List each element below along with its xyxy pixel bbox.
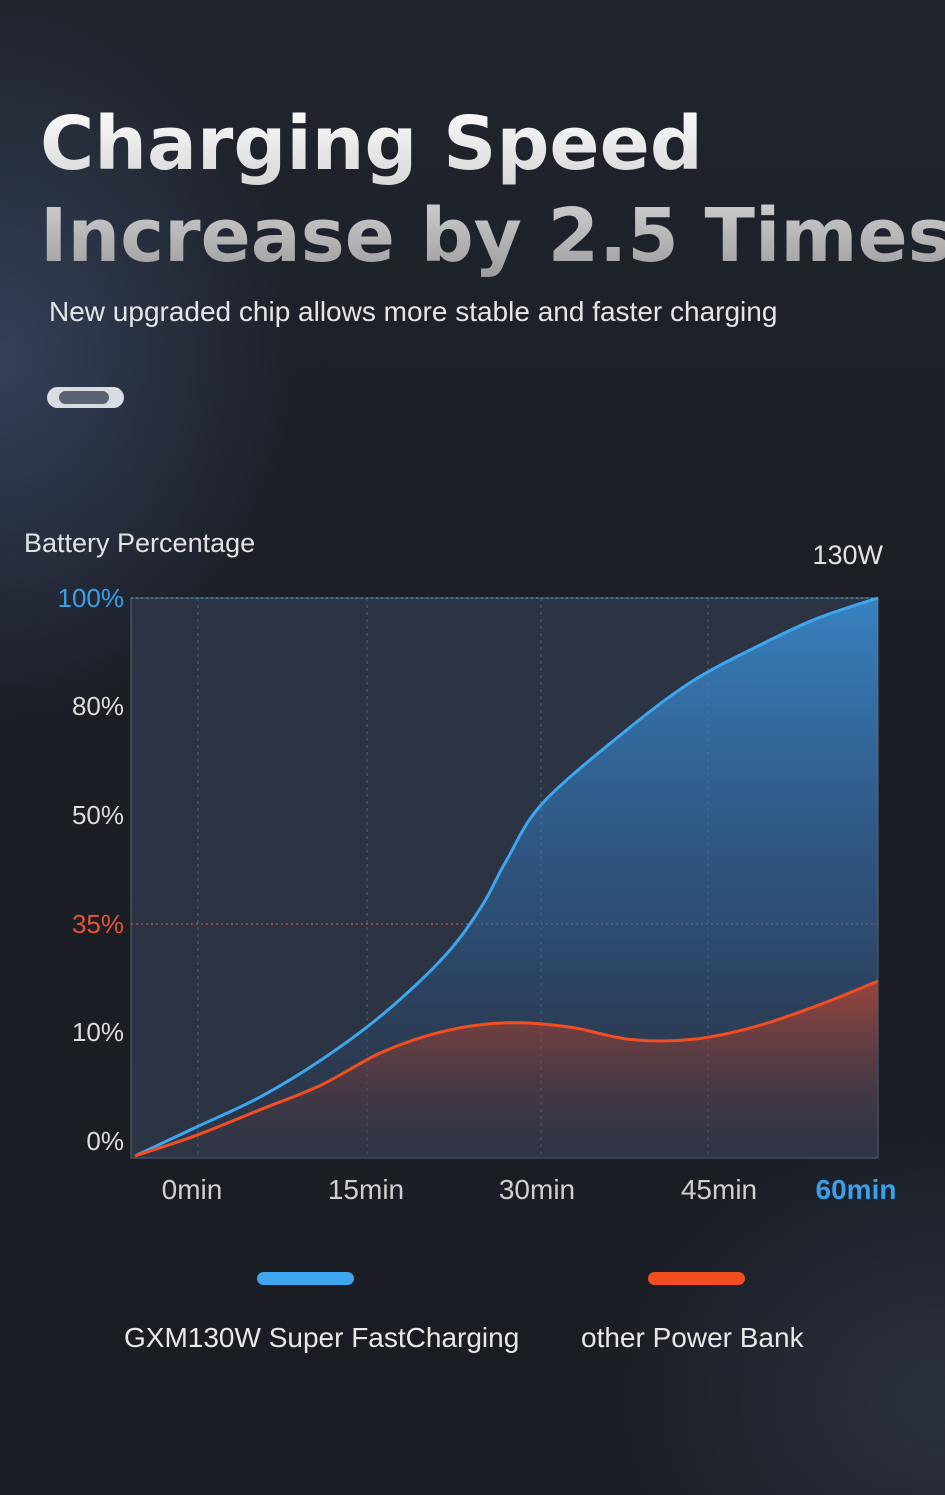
series-other-bank-area — [135, 981, 878, 1158]
x-tick-label: 30min — [499, 1174, 575, 1205]
legend-swatch-other-bank — [648, 1272, 745, 1285]
y-tick-label: 35% — [72, 909, 124, 939]
x-tick-label: 60min — [816, 1174, 897, 1205]
x-tick-label: 0min — [162, 1174, 223, 1205]
y-tick-label: 100% — [58, 583, 125, 613]
page-subtitle: New upgraded chip allows more stable and… — [49, 296, 778, 327]
series-fast-charging-area — [135, 598, 878, 1158]
y-tick-label: 10% — [72, 1017, 124, 1047]
y-tick-label: 80% — [72, 691, 124, 721]
charging-chart: 100% 80% 50% 35% 10% 0% 0min 15min 30min 45min 60… — [58, 583, 897, 1205]
legend-swatch-fast-charging — [257, 1272, 354, 1285]
y-axis-ticks: 100% 80% 50% 35% 10% 0% — [58, 583, 125, 1156]
usb-c-port-icon — [47, 387, 124, 408]
title-line-1: Charging Speed — [40, 101, 703, 187]
title-line-2: Increase by 2.5 Times — [40, 193, 945, 279]
page-title: Charging Speed Increase by 2.5 Times — [40, 98, 945, 282]
y-tick-label: 50% — [72, 800, 124, 830]
series-other-bank-line — [134, 979, 879, 1158]
series-fast-charging-line — [134, 596, 879, 1158]
x-tick-label: 15min — [328, 1174, 404, 1205]
power-rating-label: 130W — [812, 540, 883, 570]
x-axis-ticks: 0min 15min 30min 45min 60min — [162, 1174, 897, 1205]
y-axis-label: Battery Percentage — [24, 528, 256, 558]
legend-label-fast-charging: GXM130W Super FastCharging — [124, 1322, 520, 1353]
x-tick-label: 45min — [681, 1174, 757, 1205]
y-tick-label: 0% — [86, 1126, 124, 1156]
legend-label-other-bank: other Power Bank — [581, 1322, 804, 1353]
